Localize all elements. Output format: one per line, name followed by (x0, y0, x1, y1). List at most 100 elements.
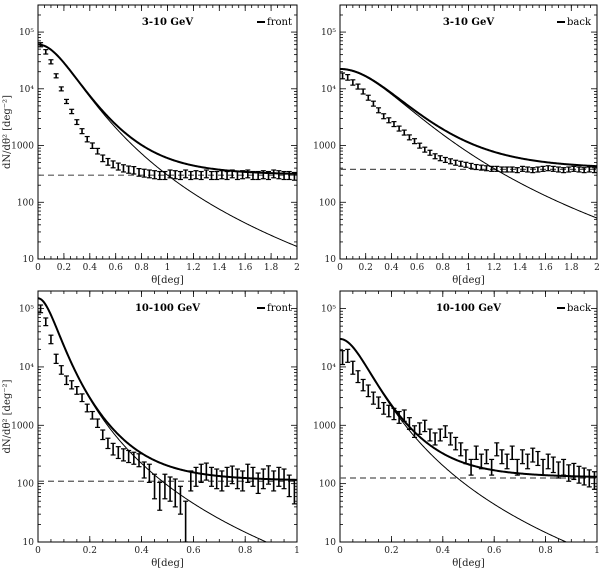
data-point (489, 165, 495, 172)
y-tick-label: 10⁵ (321, 305, 336, 315)
data-point (271, 470, 277, 492)
data-point (172, 478, 178, 508)
data-point (131, 451, 137, 465)
data-point (84, 135, 90, 143)
data-point (401, 129, 407, 136)
data-point (193, 170, 199, 180)
data-point (365, 384, 371, 398)
data-point (120, 448, 126, 462)
data-point (345, 73, 351, 81)
data-point (58, 365, 64, 375)
data-point (345, 348, 351, 363)
data-point (442, 156, 448, 164)
data-point (250, 170, 256, 181)
chart-panel-3: 10 100 1000 10⁴ 10⁵ 0 0.2 0.4 0.6 0.8 1 θ[deg] dN/dθ… (2, 290, 300, 568)
data-point (561, 458, 567, 476)
data-point (350, 360, 356, 375)
data-point (183, 169, 189, 179)
y-tick-label: 100 (17, 198, 34, 208)
data-point (376, 107, 382, 114)
x-tick-label: 0.8 (436, 263, 451, 273)
data-point (494, 442, 500, 457)
data-point (126, 165, 132, 174)
data-point (255, 472, 261, 495)
data-point (74, 119, 80, 126)
y-tick-label: 100 (319, 480, 336, 490)
data-point (136, 168, 142, 177)
data-point (412, 425, 418, 438)
data-point (120, 164, 126, 173)
plot-curves (38, 42, 297, 247)
x-tick-label: 0.2 (83, 546, 97, 556)
data-point (453, 159, 459, 166)
y-tick-label: 10 (23, 538, 35, 548)
data-point (234, 468, 240, 490)
x-tick-label: 0 (35, 263, 41, 273)
legend-label: back (567, 303, 592, 314)
y-tick-label: 10⁴ (321, 363, 336, 373)
y-tick-label: 10 (325, 255, 337, 265)
y-tick-label: 10⁴ (321, 85, 336, 95)
data-point (162, 473, 168, 500)
data-point (250, 466, 256, 487)
data-point (167, 476, 173, 502)
data-point (58, 86, 64, 92)
total-model-curve (38, 43, 297, 175)
psf-model-curve (38, 44, 297, 247)
psf-model-curve (340, 338, 568, 542)
x-tick-label: 0.4 (134, 546, 149, 556)
y-tick-label: 10⁵ (321, 28, 336, 38)
y-tick-label: 10 (23, 255, 35, 265)
data-point (229, 169, 235, 179)
data-point (53, 353, 59, 364)
plot-frame (339, 290, 598, 543)
data-point (193, 466, 199, 487)
data-point (514, 167, 520, 174)
data-point (271, 169, 277, 179)
x-tick-label: 1.2 (487, 263, 501, 273)
x-tick-label: 2 (594, 263, 600, 273)
data-point (260, 468, 266, 490)
y-tick-label: 100 (17, 480, 34, 490)
x-tick-label: 0.6 (186, 546, 201, 556)
data-point (504, 166, 510, 173)
plot-frame (37, 4, 298, 260)
data-point (468, 162, 474, 169)
data-point (157, 170, 163, 181)
data-point (576, 166, 582, 173)
x-tick-label: 1.8 (564, 263, 579, 273)
data-point (115, 446, 121, 460)
data-point (509, 445, 515, 461)
data-point (530, 167, 536, 174)
data-point (550, 456, 556, 474)
data-point (63, 375, 69, 386)
data-point (530, 447, 536, 463)
data-point (478, 453, 484, 470)
data-point (381, 113, 387, 120)
data-point (396, 125, 402, 132)
panel-title: 10-100 GeV (436, 303, 501, 314)
data-point (453, 436, 459, 451)
x-tick-label: 0.6 (487, 546, 502, 556)
data-point (286, 474, 292, 498)
data-point (519, 165, 525, 172)
data-point (234, 170, 240, 181)
x-axis-label: θ[deg] (151, 275, 184, 286)
data-point (188, 170, 194, 181)
data-point (291, 479, 297, 505)
y-tick-label: 1000 (313, 142, 336, 152)
data-point (370, 100, 376, 107)
data-point (219, 170, 225, 180)
x-tick-label: 1.8 (264, 263, 279, 273)
data-point (489, 458, 495, 476)
y-axis-label: dN/dθ² [deg⁻²] (2, 379, 13, 453)
data-point (401, 409, 407, 422)
data-point (427, 428, 433, 442)
data-point (43, 49, 49, 55)
data-point (396, 410, 402, 424)
data-point (240, 470, 246, 492)
data-point (355, 83, 361, 90)
data-point (141, 461, 147, 479)
x-tick-label: 0.2 (384, 546, 398, 556)
data-point (555, 461, 561, 479)
